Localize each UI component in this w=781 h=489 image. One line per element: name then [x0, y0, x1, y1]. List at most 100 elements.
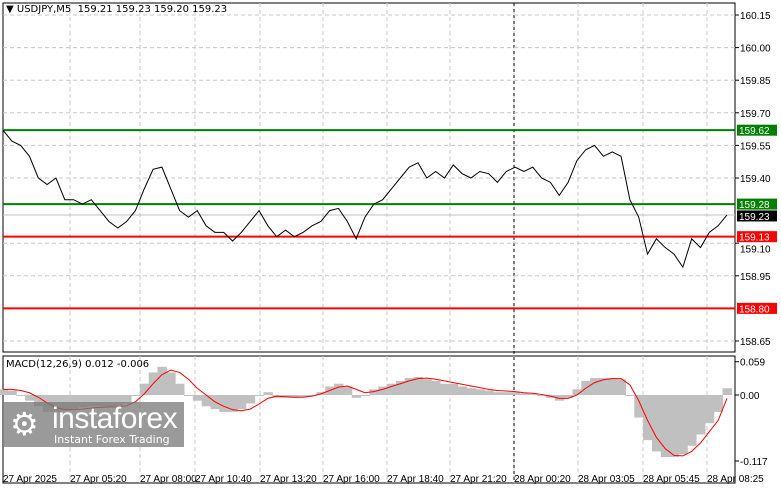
macd-bar — [616, 379, 626, 395]
macd-bar — [528, 393, 538, 395]
level-label: 159.28 — [739, 200, 770, 211]
macd-bar — [378, 386, 388, 395]
level-badge — [737, 302, 777, 314]
macd-bar — [263, 392, 273, 395]
macd-bar — [131, 395, 141, 396]
macd-bar — [0, 389, 8, 395]
macd-bar — [78, 395, 88, 408]
macd-bar — [457, 386, 468, 395]
macd-bar — [722, 388, 732, 395]
macd-bar — [493, 392, 503, 395]
macd-bar — [537, 395, 547, 396]
macd-bar — [95, 395, 106, 407]
y-tick-label: 158.95 — [740, 272, 771, 283]
macd-bar — [139, 383, 150, 395]
x-tick-label: 28 Apr 05:45 — [643, 474, 700, 485]
gear-icon: ⚙ — [10, 405, 39, 443]
x-tick-label: 27 Apr 05:20 — [70, 474, 127, 485]
y-tick-label: 158.65 — [740, 337, 771, 348]
macd-bar — [669, 395, 679, 458]
macd-bar — [104, 395, 114, 407]
y-tick-label: 159.70 — [740, 109, 771, 120]
chart-title: ▼ USDJPY,M5 159.21 159.23 159.20 159.23 — [6, 4, 228, 15]
macd-bar — [351, 395, 362, 398]
y-tick-label: 159.55 — [740, 141, 771, 152]
level-badge — [737, 231, 777, 243]
macd-bar — [713, 395, 724, 412]
macd-bar — [466, 388, 476, 395]
x-tick-label: 27 Apr 16:00 — [323, 474, 380, 485]
x-tick-label: 27 Apr 13:20 — [260, 474, 317, 485]
macd-bar — [175, 383, 185, 395]
macd-bar — [369, 389, 379, 395]
macd-bar — [228, 395, 238, 412]
macd-bar — [25, 395, 35, 401]
level-label: 158.80 — [739, 304, 770, 315]
level-badge — [737, 198, 777, 210]
macd-bar — [122, 395, 132, 404]
ohlc-values: 159.21 159.23 159.20 159.23 — [77, 4, 228, 15]
macd-bar — [440, 383, 450, 395]
macd-tick-label: 0.00 — [740, 391, 760, 402]
x-tick-label: 28 Apr 00:20 — [514, 474, 571, 485]
x-tick-label: 28 Apr 08:25 — [707, 474, 764, 485]
macd-bar — [687, 395, 697, 446]
macd-bar — [289, 395, 300, 398]
macd-bar — [7, 390, 17, 395]
macd-bar — [113, 395, 123, 407]
macd-bar — [342, 386, 353, 395]
macd-bar — [245, 395, 256, 404]
macd-bar — [643, 395, 653, 441]
y-tick-label: 159.40 — [740, 174, 771, 185]
y-tick-label: 159.10 — [740, 245, 771, 256]
macd-panel-frame — [2, 355, 736, 484]
level-badge — [737, 124, 777, 136]
y-tick-label: 160.15 — [740, 11, 771, 22]
macd-tick-label: -0.117 — [740, 457, 768, 468]
x-tick-label: 27 Apr 18:40 — [387, 474, 444, 485]
macd-bar — [307, 395, 317, 396]
x-tick-label: 27 Apr 10:40 — [195, 474, 252, 485]
macd-bar — [660, 395, 671, 458]
macd-bar — [201, 395, 211, 407]
y-tick-label: 160.00 — [740, 44, 771, 55]
macd-bar — [598, 378, 609, 395]
macd-bar — [563, 395, 573, 398]
logo-name: instaforex — [52, 402, 178, 435]
macd-bar — [334, 383, 344, 395]
macd-bar — [448, 383, 459, 395]
symbol-label: USDJPY,M5 — [16, 4, 72, 15]
macd-bar — [501, 392, 512, 395]
macd-bar — [192, 395, 203, 401]
macd-bar — [554, 395, 565, 401]
current-price-badge — [737, 210, 777, 222]
macd-bar — [236, 395, 247, 410]
macd-bar — [634, 395, 644, 418]
macd-bar — [298, 395, 309, 397]
level-label: 159.62 — [739, 126, 770, 137]
macd-bar — [254, 395, 264, 396]
macd-bar — [413, 376, 423, 395]
macd-bar — [184, 395, 194, 396]
y-tick-label: 159.85 — [740, 76, 771, 87]
x-tick-label: 27 Apr 21:20 — [450, 474, 507, 485]
macd-bar — [404, 378, 415, 395]
macd-bar — [519, 393, 529, 395]
macd-bar — [33, 395, 44, 407]
level-label: 159.13 — [739, 233, 770, 244]
macd-label: MACD(12,26,9) 0.012 -0.006 — [6, 359, 150, 370]
macd-bar — [86, 395, 97, 407]
macd-bar — [590, 378, 600, 395]
macd-bar — [360, 395, 370, 396]
macd-bar — [475, 389, 485, 395]
macd-bar — [607, 378, 618, 395]
x-tick-label: 27 Apr 2025 — [3, 474, 57, 485]
macd-bar — [387, 383, 397, 395]
macd-bar — [572, 389, 582, 395]
macd-bar — [651, 395, 662, 452]
macd-bar — [678, 395, 688, 455]
instaforex-logo: ⚙ instaforex Instant Forex Trading — [4, 402, 184, 447]
macd-tick-label: 0.059 — [740, 358, 765, 369]
macd-bar — [625, 395, 635, 396]
macd-bar — [219, 395, 229, 412]
